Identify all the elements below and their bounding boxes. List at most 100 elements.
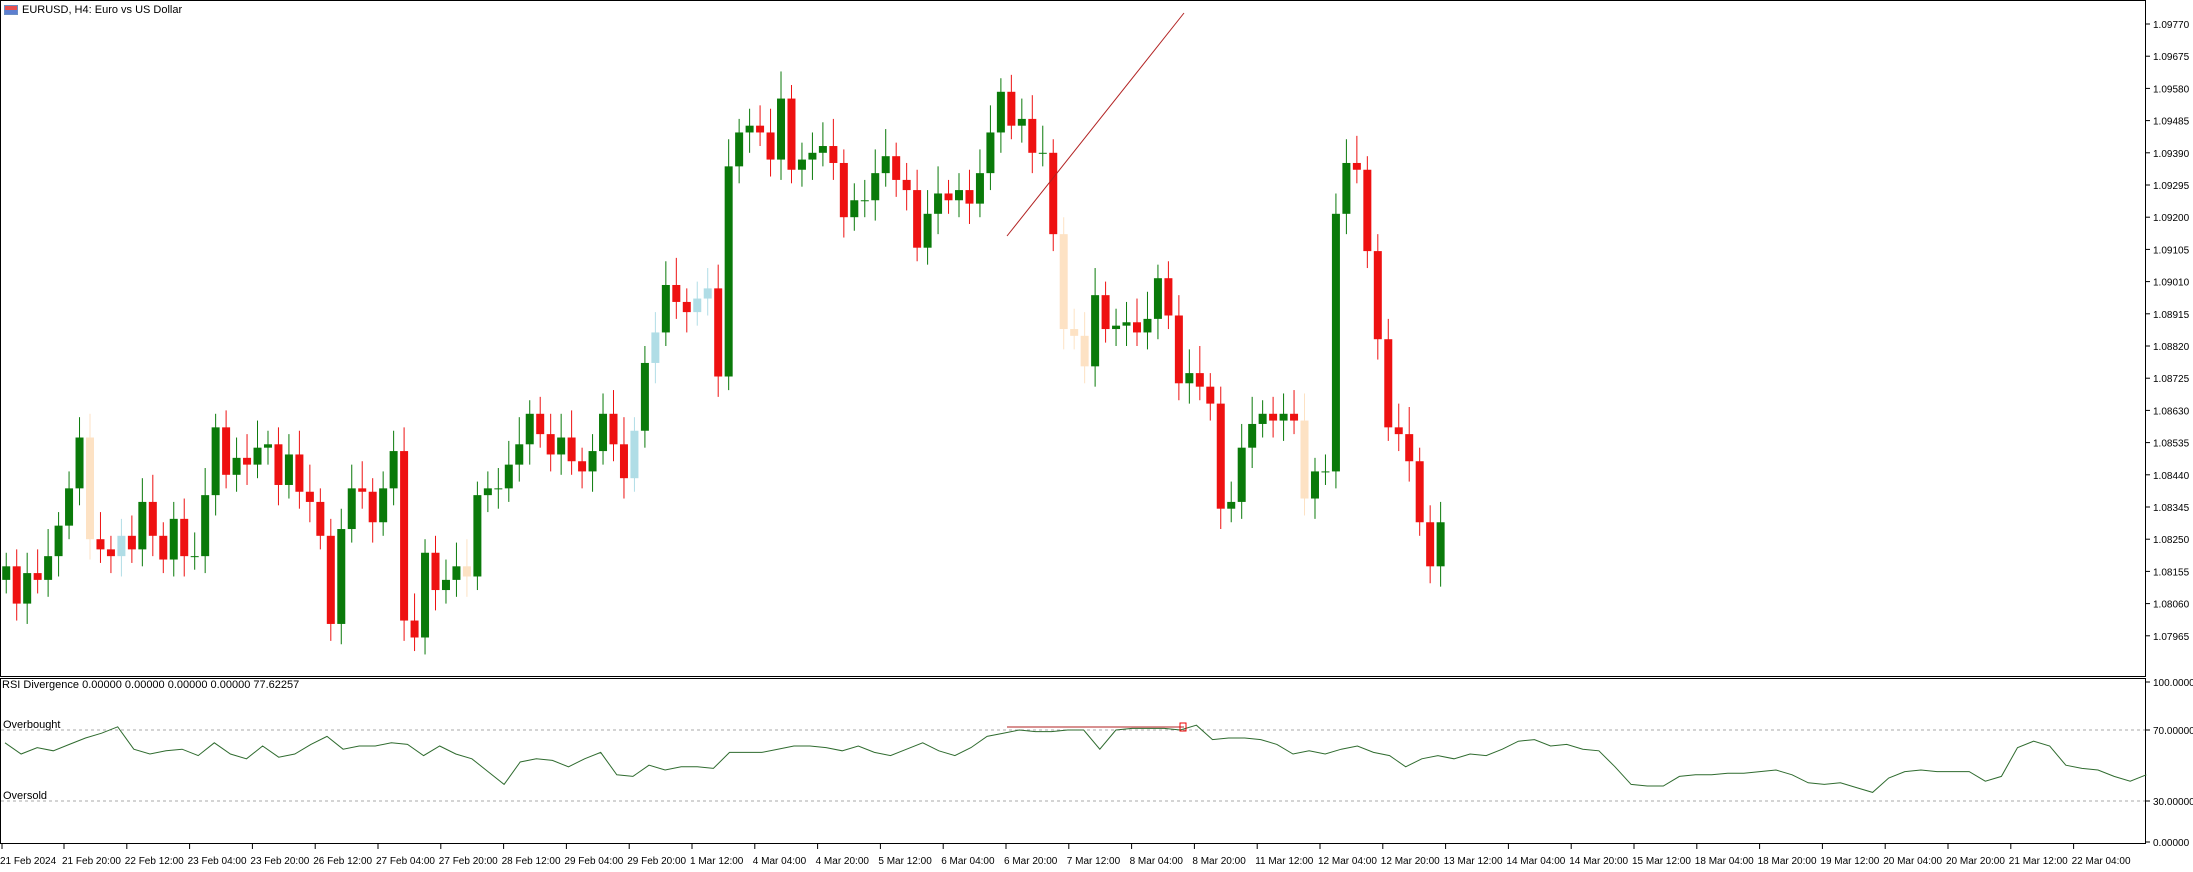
candle-body xyxy=(567,437,576,462)
time-tick-label: 11 Mar 12:00 xyxy=(1255,856,1314,867)
candle-body xyxy=(640,362,649,431)
price-tick-label: 1.07965 xyxy=(2153,632,2190,643)
candle-body xyxy=(494,488,503,490)
time-tick-label: 20 Mar 20:00 xyxy=(1946,856,2005,867)
time-tick-label: 19 Mar 12:00 xyxy=(1820,856,1879,867)
time-tick-label: 8 Mar 04:00 xyxy=(1130,856,1184,867)
price-axis: 1.09770 1.09675 1.09580 1.09485 1.09390 1.092… xyxy=(2145,20,2190,643)
candle-body xyxy=(1164,278,1173,316)
candle-body xyxy=(284,454,293,485)
candle-body xyxy=(1269,413,1278,421)
candle-body xyxy=(462,566,471,577)
candle-body xyxy=(1426,522,1435,567)
candle-body xyxy=(1059,234,1068,330)
candle-body xyxy=(1394,427,1403,435)
candle-body xyxy=(1112,325,1121,330)
candle-body xyxy=(117,535,126,557)
rsi-tick-label: 100.00000 xyxy=(2153,678,2193,689)
price-tick-label: 1.08725 xyxy=(2153,374,2190,385)
candle-body xyxy=(714,288,723,377)
candle-body xyxy=(347,488,356,530)
price-tick-label: 1.08440 xyxy=(2153,471,2190,482)
candle-body xyxy=(651,332,660,363)
time-tick-label: 23 Feb 04:00 xyxy=(188,856,247,867)
candle-body xyxy=(1143,318,1152,333)
candle-body xyxy=(1206,386,1215,404)
candle-body xyxy=(1216,403,1225,509)
candle-body xyxy=(159,535,168,560)
candle-body xyxy=(243,457,252,465)
candle-body xyxy=(400,451,409,621)
price-tick-label: 1.08345 xyxy=(2153,503,2190,514)
candle-body xyxy=(295,454,304,492)
time-tick-label: 26 Feb 12:00 xyxy=(313,856,372,867)
time-tick-label: 21 Feb 2024 xyxy=(0,856,57,867)
candle-body xyxy=(871,173,880,201)
time-tick-label: 27 Feb 20:00 xyxy=(439,856,498,867)
candle-body xyxy=(515,444,524,465)
price-tick-label: 1.08535 xyxy=(2153,439,2190,450)
candle-body xyxy=(1185,373,1194,384)
divergence-marker xyxy=(1179,722,1187,732)
candle-body xyxy=(996,91,1005,133)
rsi-tick-label: 0.00000 xyxy=(2153,838,2190,849)
candle-body xyxy=(1310,471,1319,499)
candle-body xyxy=(1436,522,1445,567)
candle-body xyxy=(65,488,74,526)
candle-body xyxy=(661,284,670,333)
candle-body xyxy=(955,190,964,201)
price-tick-label: 1.09295 xyxy=(2153,181,2190,192)
oversold-label: Oversold xyxy=(3,790,48,802)
candle-body xyxy=(609,413,618,445)
candle-body xyxy=(892,156,901,180)
candle-body xyxy=(735,132,744,167)
candle-body xyxy=(630,430,639,479)
candle-body xyxy=(44,556,53,580)
candle-body xyxy=(1373,251,1382,340)
candle-body xyxy=(274,444,283,485)
time-tick-label: 6 Mar 04:00 xyxy=(941,856,995,867)
candle-body xyxy=(106,549,115,557)
time-tick-label: 18 Mar 20:00 xyxy=(1758,856,1817,867)
candle-body xyxy=(1237,447,1246,502)
price-tick-label: 1.08630 xyxy=(2153,406,2190,417)
overbought-label: Overbought xyxy=(3,719,61,731)
candle-body xyxy=(180,518,189,557)
candle-body xyxy=(525,413,534,445)
candle-body xyxy=(578,461,587,472)
candle-body xyxy=(766,132,775,160)
candle-body xyxy=(546,434,555,455)
time-tick-label: 22 Mar 04:00 xyxy=(2072,856,2131,867)
candle-body xyxy=(808,152,817,160)
candle-body xyxy=(818,146,827,153)
candle-body xyxy=(410,620,419,638)
price-tick-label: 1.09105 xyxy=(2153,245,2190,256)
candle-body xyxy=(1080,335,1089,367)
candle-body xyxy=(1195,373,1204,387)
candle-body xyxy=(682,301,691,313)
candle-body xyxy=(389,451,398,489)
candle-body xyxy=(934,193,943,214)
time-tick-label: 4 Mar 04:00 xyxy=(753,856,807,867)
candle-body xyxy=(588,451,597,472)
candle-body xyxy=(829,146,838,163)
price-pane[interactable] xyxy=(0,0,2146,677)
candle-body xyxy=(473,495,482,577)
candle-body xyxy=(1258,413,1267,424)
candle-body xyxy=(1038,152,1047,154)
candle-body xyxy=(777,98,786,160)
time-tick-label: 29 Feb 20:00 xyxy=(627,856,686,867)
indicator-pane[interactable] xyxy=(0,678,2146,844)
candle-body xyxy=(33,573,42,580)
candle-body xyxy=(944,193,953,201)
time-tick-label: 15 Mar 12:00 xyxy=(1632,856,1691,867)
candle-body xyxy=(483,488,492,496)
time-tick-label: 21 Feb 20:00 xyxy=(62,856,121,867)
candle-body xyxy=(169,518,178,560)
candle-body xyxy=(211,427,220,496)
candle-body xyxy=(724,166,733,377)
candle-body xyxy=(619,444,628,479)
flag-icon xyxy=(4,5,18,15)
candle-body xyxy=(452,566,461,580)
candle-body xyxy=(1331,213,1340,472)
